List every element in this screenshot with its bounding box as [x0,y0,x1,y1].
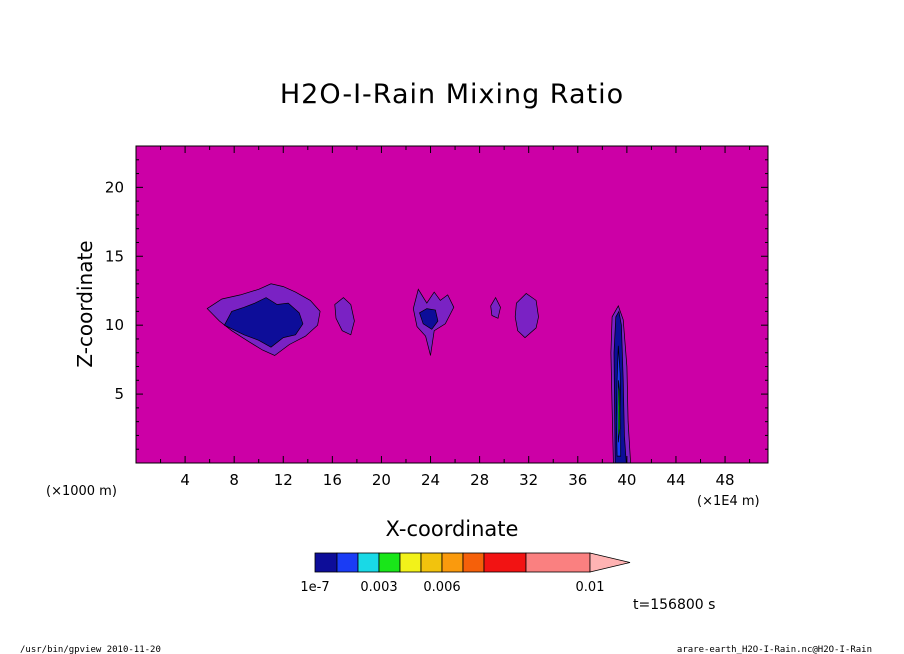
contour-region-10 [617,380,621,443]
x-tick-label-12: 12 [274,471,293,489]
y-axis-label: Z-coordinate [73,240,97,367]
colorbar-label-1: 0.003 [360,580,397,595]
x-tick-label-4: 4 [180,471,190,489]
footer-right: arare-earth_H2O-I-Rain.nc@H2O-I-Rain [677,645,872,654]
colorbar-swatch-5 [420,552,443,573]
colorbar-swatch-1 [336,552,359,573]
x-tick-label-28: 28 [470,471,489,489]
plot-frame [135,145,769,464]
x-tick-label-36: 36 [568,471,587,489]
colorbar-swatch-2 [357,552,380,573]
colorbar-swatch-3 [378,552,401,573]
y-tick-label-15: 15 [105,247,124,265]
colorbar-label-2: 0.006 [423,580,460,595]
colorbar-swatch-0 [314,552,338,573]
contour-region-2 [334,297,355,336]
x-tick-label-44: 44 [666,471,685,489]
x-tick-label-16: 16 [323,471,342,489]
x-tick-label-20: 20 [372,471,391,489]
colorbar-swatch-6 [441,552,464,573]
y-tick-label-5: 5 [114,385,124,403]
colorbar-swatch-9 [525,552,591,573]
x-unit-left: (×1000 m) [46,484,117,499]
colorbar-label-0: 1e-7 [300,580,329,595]
footer-left: /usr/bin/gpview 2010-11-20 [20,645,161,654]
contour-region-6 [514,293,539,339]
colorbar-extend-arrow [589,552,631,573]
colorbar-swatch-4 [399,552,422,573]
x-axis-label: X-coordinate [386,517,519,541]
colorbar-label-3: 0.01 [576,580,605,595]
colorbar-swatch-7 [462,552,485,573]
colorbar-swatch-8 [483,552,527,573]
y-tick-label-10: 10 [105,316,124,334]
contour-region-5 [490,296,501,319]
time-label: t=156800 s [633,597,715,613]
colorbar: 1e-7 0.003 0.006 0.01 [300,552,631,595]
x-tick-label-48: 48 [716,471,735,489]
contour-region-1 [223,297,304,348]
x-tick-label-32: 32 [519,471,538,489]
contour-region-4 [419,308,439,330]
x-unit-right: (×1E4 m) [697,494,760,509]
x-tick-label-24: 24 [421,471,440,489]
x-tick-label-40: 40 [617,471,636,489]
chart-title: H2O-I-Rain Mixing Ratio [280,79,624,110]
y-tick-label-20: 20 [105,178,124,196]
x-tick-label-8: 8 [229,471,239,489]
